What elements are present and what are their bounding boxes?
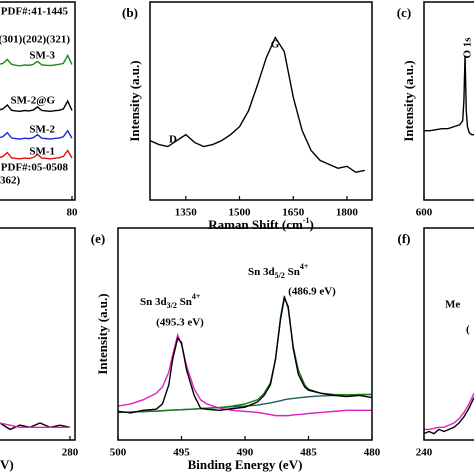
x-tick-label: 480 bbox=[364, 447, 381, 459]
x-tick-label: 490 bbox=[237, 447, 254, 459]
panel-label: (c) bbox=[397, 5, 411, 20]
data-line bbox=[0, 149, 73, 160]
series-label: SM-2 bbox=[29, 124, 55, 136]
series-label: SM-1 bbox=[29, 146, 55, 158]
annotation: D bbox=[169, 134, 177, 146]
x-tick-label: 485 bbox=[300, 447, 317, 459]
x-tick-label: 280 bbox=[62, 447, 79, 459]
x-axis-label: V) bbox=[0, 457, 14, 472]
x-tick-label: 80 bbox=[67, 207, 79, 219]
plot-frame bbox=[117, 227, 373, 441]
x-axis-label-part: -1 bbox=[303, 216, 310, 225]
annotation: Sn 3d3/2 Sn4+ bbox=[140, 292, 201, 310]
annotation: O 1s bbox=[462, 37, 474, 59]
annotation: )(301)(202)(321) bbox=[0, 34, 70, 46]
x-tick-label: 1500 bbox=[229, 207, 252, 219]
annotation: ( bbox=[466, 324, 470, 336]
data-line bbox=[424, 397, 474, 435]
plot-frame bbox=[0, 1, 76, 201]
x-tick-label: 500 bbox=[110, 447, 127, 459]
annotation: (486.9 eV) bbox=[288, 286, 336, 298]
data-line bbox=[0, 422, 71, 431]
x-tick-label: 495 bbox=[173, 447, 190, 459]
series-label: SM-2@G bbox=[11, 95, 56, 107]
data-line bbox=[0, 422, 70, 428]
plot-frame bbox=[0, 227, 76, 441]
x-tick-label: 240 bbox=[416, 447, 433, 459]
data-line bbox=[0, 53, 73, 67]
plot-frame bbox=[149, 1, 373, 201]
y-axis-label: Intensity (a.u.) bbox=[127, 60, 142, 141]
data-line bbox=[150, 36, 365, 174]
y-axis-label: Intensity (a.u.) bbox=[401, 60, 416, 141]
data-line bbox=[424, 55, 474, 136]
plot-frame bbox=[423, 227, 474, 441]
annotation: PDF#:41-1445 bbox=[1, 6, 69, 18]
x-tick-label: 1800 bbox=[336, 207, 359, 219]
x-axis-label: Binding Energy (eV) bbox=[188, 457, 303, 472]
annotation-part: 3/2 bbox=[167, 301, 177, 310]
data-line bbox=[424, 393, 474, 431]
x-axis-label: Raman Shift (cm-1) bbox=[208, 216, 314, 232]
series-label: SM-3 bbox=[29, 50, 55, 62]
annotation: 362) bbox=[0, 175, 21, 187]
annotation-part: 5/2 bbox=[275, 271, 285, 280]
data-line bbox=[118, 332, 372, 417]
panel-label: (f) bbox=[398, 231, 411, 246]
annotation: G bbox=[271, 39, 280, 51]
annotation-part: Sn bbox=[177, 296, 192, 308]
annotation-part: 4+ bbox=[300, 262, 309, 271]
panel-label: (e) bbox=[91, 231, 105, 246]
x-tick-label: 600 bbox=[416, 207, 433, 219]
x-axis-label-part: Raman Shift (cm bbox=[208, 217, 303, 232]
annotation: (495.3 eV) bbox=[156, 317, 204, 329]
annotation: Sn 3d5/2 Sn4+ bbox=[248, 262, 309, 280]
data-line bbox=[118, 295, 372, 414]
panel-label: (b) bbox=[122, 5, 138, 20]
x-tick-label: 1650 bbox=[282, 207, 305, 219]
annotation-part: 4+ bbox=[192, 292, 201, 301]
data-line bbox=[0, 129, 73, 140]
x-axis-label-part: Binding Energy (eV) bbox=[188, 457, 303, 472]
x-axis-label-part: ) bbox=[309, 217, 313, 232]
data-line bbox=[118, 295, 372, 414]
data-line bbox=[0, 99, 73, 113]
plot-frame bbox=[423, 1, 474, 201]
annotation-part: Sn 3d bbox=[140, 296, 167, 308]
annotation: Me bbox=[445, 299, 460, 311]
x-axis-label-part: V) bbox=[0, 457, 14, 472]
y-axis-label: Intensity (a.u.) bbox=[95, 293, 110, 374]
annotation-part: Sn bbox=[285, 266, 300, 278]
annotation: PDF#:05-0508 bbox=[1, 162, 69, 174]
annotation-part: Sn 3d bbox=[248, 266, 275, 278]
x-tick-label: 1350 bbox=[175, 207, 198, 219]
